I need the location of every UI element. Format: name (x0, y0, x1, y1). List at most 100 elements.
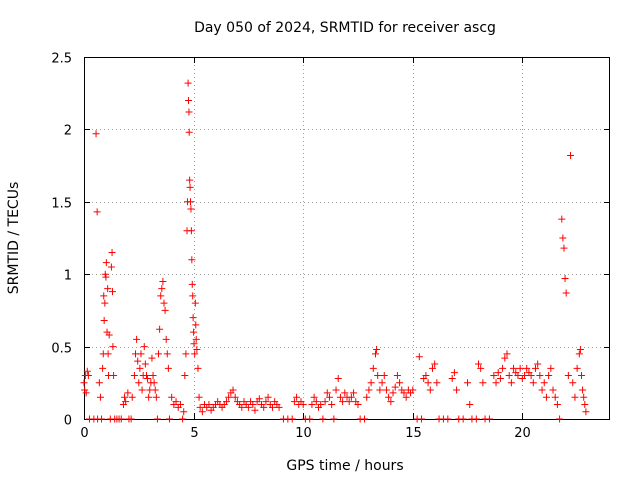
data-point (251, 406, 259, 414)
data-point (130, 372, 138, 380)
data-point (92, 130, 100, 138)
data-point (186, 183, 194, 191)
data-point (369, 364, 377, 372)
data-point (222, 398, 230, 406)
data-point (393, 372, 401, 380)
data-point (534, 360, 542, 368)
data-point (196, 403, 204, 411)
data-point (527, 372, 535, 380)
data-point (192, 321, 200, 329)
data-point (531, 364, 539, 372)
data-point (268, 403, 276, 411)
data-point (477, 364, 485, 372)
data-point (323, 389, 331, 397)
data-point (127, 415, 135, 423)
data-point (160, 299, 168, 307)
data-point (185, 128, 193, 136)
data-point (184, 79, 192, 87)
data-point (409, 386, 417, 394)
data-point (205, 401, 213, 409)
data-point (124, 389, 132, 397)
data-point (507, 379, 515, 387)
data-point (376, 386, 384, 394)
data-point (133, 335, 141, 343)
data-point (148, 354, 156, 362)
y-tick-label: 2 (64, 124, 72, 139)
data-point (190, 340, 198, 348)
data-point (350, 389, 358, 397)
data-point (104, 350, 112, 358)
data-point (198, 408, 206, 416)
data-point (503, 350, 511, 358)
data-point (385, 393, 393, 401)
data-point (317, 401, 325, 409)
data-point (102, 259, 110, 267)
data-point (521, 372, 529, 380)
data-point (229, 386, 237, 394)
data-point (549, 386, 557, 394)
chart-title: Day 050 of 2024, SRMTID for receiver asc… (194, 20, 496, 36)
data-point (336, 393, 344, 401)
data-point (540, 379, 548, 387)
data-point (402, 393, 410, 401)
data-point (299, 401, 307, 409)
data-point (189, 292, 197, 300)
data-point (104, 285, 112, 293)
data-point (180, 408, 188, 416)
data-point (536, 372, 544, 380)
data-point (162, 335, 170, 343)
data-point (153, 415, 161, 423)
data-point (321, 398, 329, 406)
data-point (168, 393, 176, 401)
data-point (187, 227, 195, 235)
data-point (288, 415, 296, 423)
data-point (562, 289, 570, 297)
data-point (102, 273, 110, 281)
data-point (189, 314, 197, 322)
data-point (163, 350, 171, 358)
data-point (450, 369, 458, 377)
data-point (191, 350, 199, 358)
data-point (319, 415, 327, 423)
data-point (538, 386, 546, 394)
data-point (110, 372, 118, 380)
data-point (382, 386, 390, 394)
data-point (121, 393, 129, 401)
data-point (188, 256, 196, 264)
data-point (505, 372, 513, 380)
x-tick-label: 15 (405, 426, 422, 441)
data-point (479, 379, 487, 387)
x-axis-title: GPS time / hours (286, 458, 403, 474)
data-point (576, 345, 584, 353)
data-point (158, 285, 166, 293)
data-point (564, 372, 572, 380)
data-point (529, 379, 537, 387)
data-point (345, 398, 353, 406)
data-point (238, 403, 246, 411)
data-point (466, 401, 474, 409)
data-point (83, 367, 91, 375)
data-point (499, 364, 507, 372)
y-tick-label: 1.5 (51, 197, 72, 212)
data-point (176, 401, 184, 409)
data-point (161, 306, 169, 314)
data-point (255, 395, 263, 403)
data-point (367, 379, 375, 387)
y-axis: 0 0.5 1 1.5 2 2.5 (51, 52, 610, 429)
data-point (156, 325, 164, 333)
data-point (391, 383, 399, 391)
data-point (542, 393, 550, 401)
data-point (433, 379, 441, 387)
data-points (80, 79, 590, 423)
data-point (108, 288, 116, 296)
data-point (444, 415, 452, 423)
data-point (290, 398, 298, 406)
data-point (164, 364, 172, 372)
data-point (581, 401, 589, 409)
data-point (514, 372, 522, 380)
data-point (422, 372, 430, 380)
x-tick-label: 20 (514, 426, 531, 441)
data-point (93, 208, 101, 216)
data-point (141, 360, 149, 368)
data-point (107, 263, 115, 271)
